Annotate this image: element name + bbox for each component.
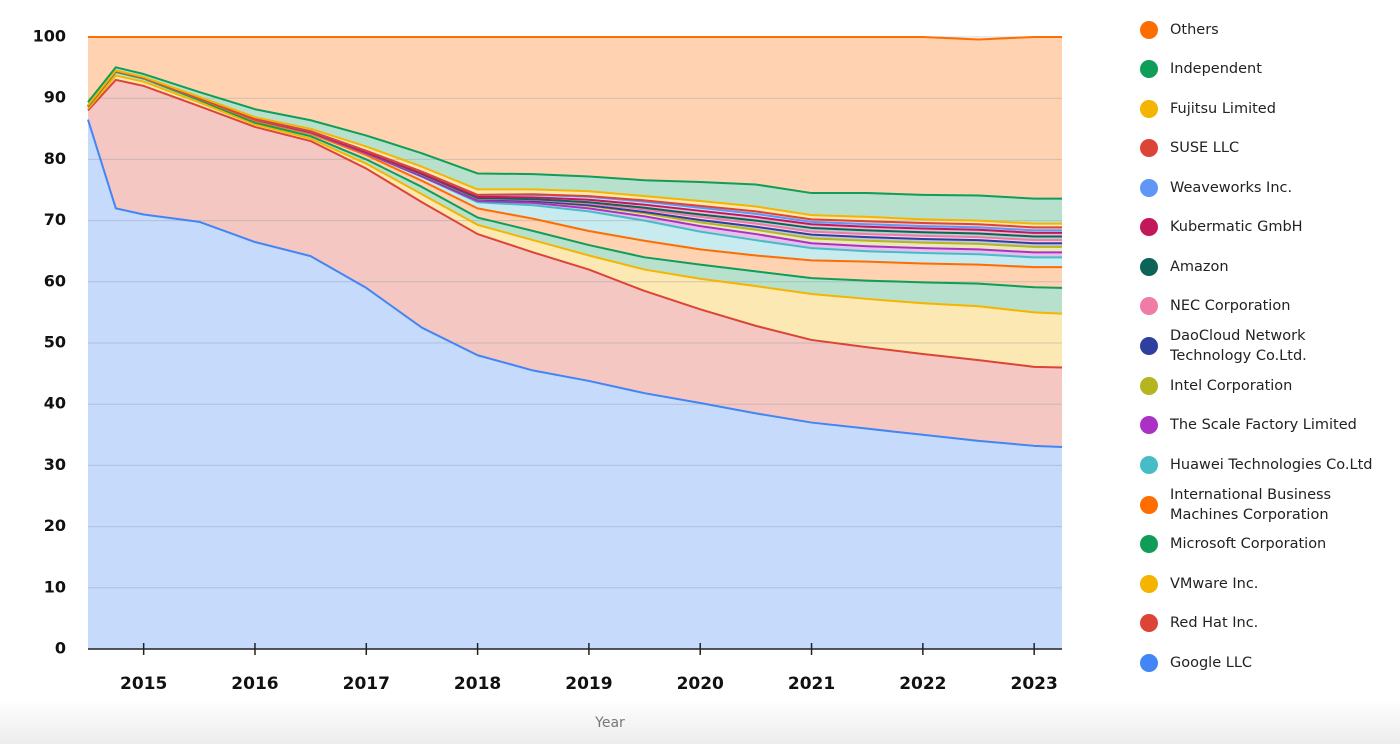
legend-item: Others — [1140, 10, 1390, 50]
legend-swatch — [1140, 99, 1158, 118]
series-line — [87, 69, 1062, 225]
legend-label: Kubermatic GmbH — [1170, 219, 1303, 236]
legend-item: Google LLC — [1140, 643, 1390, 683]
series-line — [87, 66, 1062, 200]
legend-item: Kubermatic GmbH — [1140, 208, 1390, 248]
legend-label: Microsoft Corporation — [1170, 536, 1327, 553]
legend-swatch — [1140, 455, 1158, 474]
legend-label: DaoCloud Network Technology Co.Ltd. — [1170, 328, 1307, 364]
y-tick-label: 50 — [44, 333, 66, 352]
legend-swatch — [1140, 416, 1158, 435]
legend-item: Independent — [1140, 50, 1390, 90]
footer-band — [0, 700, 1400, 744]
legend-swatch — [1140, 337, 1158, 355]
y-tick-label: 40 — [44, 394, 66, 413]
legend-item: Fujitsu Limited — [1140, 89, 1390, 129]
x-axis-label: Year — [594, 715, 625, 731]
x-tick-label: 2021 — [788, 674, 835, 694]
y-tick-label: 80 — [44, 149, 66, 168]
legend-swatch — [1140, 614, 1158, 633]
legend-label: Red Hat Inc. — [1170, 615, 1259, 632]
legend-swatch — [1140, 218, 1158, 237]
legend-item: The Scale Factory Limited — [1140, 406, 1390, 446]
x-tick-label: 2022 — [899, 674, 946, 694]
lines — [87, 36, 1063, 449]
series-line — [88, 36, 1062, 41]
y-tick-label: 90 — [44, 88, 66, 107]
legend-swatch — [1140, 257, 1158, 276]
chart: Year 0 10 20 30 40 50 60 70 80 90 100 2015 2016 2017 2… — [33, 27, 1063, 731]
legend-swatch — [1140, 297, 1158, 316]
area — [88, 37, 1062, 199]
legend-item: Weaveworks Inc. — [1140, 168, 1390, 208]
x-tick-label: 2017 — [343, 674, 390, 694]
legend-label: Google LLC — [1170, 654, 1253, 671]
x-tick-label: 2019 — [565, 674, 612, 694]
legend-label: NEC Corporation — [1170, 298, 1291, 315]
x-tick-label: 2020 — [677, 674, 724, 694]
legend-label: Huawei Technologies Co.Ltd — [1170, 456, 1373, 473]
legend: Others Independent Fujitsu Limited SUSE LLC… — [1140, 10, 1390, 683]
legend-item: Huawei Technologies Co.Ltd — [1140, 445, 1390, 485]
legend-swatch — [1140, 653, 1158, 672]
legend-label: The Scale Factory Limited — [1170, 417, 1357, 434]
area — [88, 79, 1062, 448]
legend-label: Weaveworks Inc. — [1170, 179, 1293, 196]
legend-label: Intel Corporation — [1170, 377, 1293, 394]
legend-label: Others — [1170, 21, 1219, 38]
legend-item: Amazon — [1140, 247, 1390, 287]
legend-item: Red Hat Inc. — [1140, 604, 1390, 644]
legend-label: Independent — [1170, 61, 1262, 78]
legend-label: SUSE LLC — [1170, 140, 1240, 157]
y-tick-label: 100 — [33, 27, 66, 46]
series-line — [87, 78, 1063, 369]
legend-item: International Business Machines Corporat… — [1140, 485, 1390, 525]
legend-swatch — [1140, 178, 1158, 197]
legend-swatch — [1140, 60, 1158, 79]
area — [88, 71, 1062, 314]
legend-swatch — [1140, 20, 1158, 39]
x-tick-label: 2016 — [231, 674, 278, 694]
legend-swatch — [1140, 376, 1158, 395]
legend-swatch — [1140, 495, 1158, 514]
legend-label: VMware Inc. — [1170, 575, 1259, 592]
legend-item: Intel Corporation — [1140, 366, 1390, 406]
x-tick-label: 2015 — [120, 674, 167, 694]
y-tick-label: 60 — [44, 271, 66, 290]
legend-swatch — [1140, 574, 1158, 593]
legend-label: Amazon — [1170, 258, 1229, 275]
legend-item: VMware Inc. — [1140, 564, 1390, 604]
legend-item: SUSE LLC — [1140, 129, 1390, 169]
x-tick-label: 2023 — [1011, 674, 1058, 694]
legend-item: DaoCloud Network Technology Co.Ltd. — [1140, 326, 1390, 366]
legend-swatch — [1140, 535, 1158, 554]
y-tick-label: 10 — [44, 577, 66, 596]
area — [88, 67, 1062, 224]
series-line — [87, 74, 1063, 315]
x-tick-label: 2018 — [454, 674, 501, 694]
y-tick-label: 0 — [55, 639, 66, 658]
legend-label: Fujitsu Limited — [1170, 100, 1276, 117]
series-line — [87, 119, 1063, 449]
area — [88, 119, 1062, 650]
y-tick-label: 30 — [44, 455, 66, 474]
series-line — [87, 70, 1063, 289]
y-tick-label: 20 — [44, 516, 66, 535]
area — [88, 71, 1062, 288]
series-line — [87, 69, 1062, 229]
legend-item: NEC Corporation — [1140, 287, 1390, 327]
legend-swatch — [1140, 139, 1158, 158]
y-tick-label: 70 — [44, 210, 66, 229]
legend-label: International Business Machines Corporat… — [1170, 486, 1332, 523]
legend-item: Microsoft Corporation — [1140, 525, 1390, 565]
